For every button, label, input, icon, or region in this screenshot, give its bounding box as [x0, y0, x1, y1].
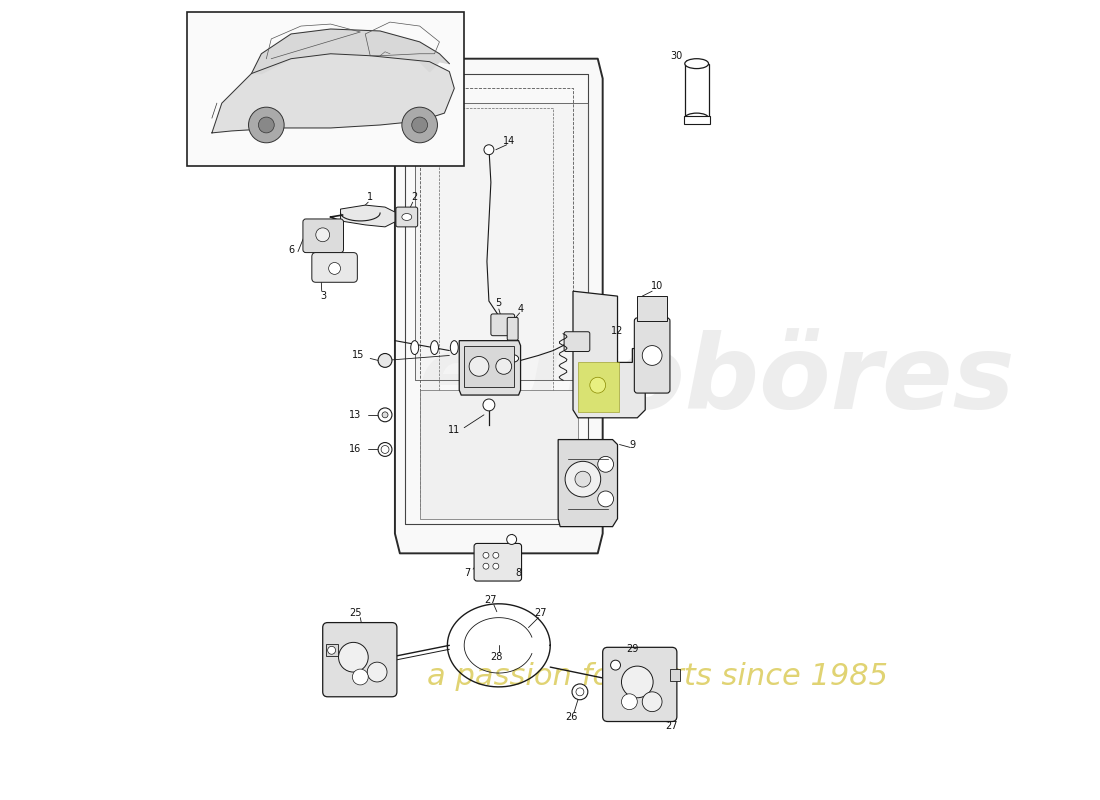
Text: 7: 7 [464, 568, 471, 578]
Circle shape [378, 354, 392, 367]
Circle shape [496, 358, 512, 374]
Text: a passion for parts since 1985: a passion for parts since 1985 [427, 662, 888, 691]
Polygon shape [341, 205, 395, 227]
Ellipse shape [402, 214, 411, 221]
Ellipse shape [685, 113, 708, 123]
Ellipse shape [505, 354, 518, 362]
FancyBboxPatch shape [302, 219, 343, 253]
Polygon shape [395, 58, 603, 554]
FancyBboxPatch shape [603, 647, 676, 722]
Polygon shape [252, 29, 449, 74]
Circle shape [367, 662, 387, 682]
Circle shape [575, 471, 591, 487]
Text: 27: 27 [535, 608, 547, 618]
Circle shape [642, 346, 662, 366]
Circle shape [483, 552, 488, 558]
Circle shape [493, 563, 498, 569]
Bar [326, 644, 338, 656]
Circle shape [381, 446, 389, 454]
Circle shape [382, 412, 388, 418]
Text: 30: 30 [671, 50, 683, 61]
Polygon shape [558, 439, 617, 526]
Circle shape [483, 399, 495, 411]
Circle shape [378, 442, 392, 456]
Text: 8: 8 [516, 568, 521, 578]
Text: 6: 6 [288, 245, 294, 254]
Text: 27: 27 [485, 595, 497, 605]
Ellipse shape [430, 341, 439, 354]
Circle shape [507, 534, 517, 545]
Text: 9: 9 [629, 439, 636, 450]
Circle shape [493, 552, 498, 558]
Polygon shape [573, 291, 646, 418]
Circle shape [572, 684, 587, 700]
Text: 25: 25 [349, 608, 362, 618]
Circle shape [621, 694, 637, 710]
FancyBboxPatch shape [564, 332, 590, 351]
Circle shape [329, 262, 341, 274]
Circle shape [316, 228, 330, 242]
Circle shape [597, 491, 614, 507]
Bar [464, 346, 514, 387]
Bar [578, 362, 619, 412]
Text: 1: 1 [367, 192, 373, 202]
Polygon shape [415, 103, 587, 380]
Text: 27: 27 [666, 722, 679, 731]
Circle shape [469, 357, 488, 376]
Circle shape [597, 456, 614, 472]
Bar [187, 12, 464, 166]
FancyBboxPatch shape [491, 314, 515, 336]
Ellipse shape [410, 341, 419, 354]
Text: 16: 16 [349, 445, 362, 454]
FancyBboxPatch shape [635, 318, 670, 393]
Text: 28: 28 [491, 652, 503, 662]
Circle shape [378, 408, 392, 422]
Circle shape [483, 563, 488, 569]
Circle shape [328, 646, 336, 654]
Circle shape [484, 145, 494, 154]
Bar [670, 669, 680, 681]
Ellipse shape [450, 341, 459, 354]
Text: 12: 12 [612, 326, 624, 336]
Text: 26: 26 [564, 711, 578, 722]
Text: 4: 4 [517, 304, 524, 314]
Circle shape [258, 117, 274, 133]
Bar [637, 296, 667, 321]
Text: euroböres: euroböres [418, 330, 1015, 430]
Text: 10: 10 [651, 282, 663, 291]
Circle shape [352, 669, 368, 685]
Text: 11: 11 [448, 425, 461, 434]
Polygon shape [212, 54, 454, 133]
Text: 2: 2 [411, 192, 418, 202]
Text: 29: 29 [626, 644, 638, 654]
FancyBboxPatch shape [507, 318, 518, 340]
Bar [684, 116, 710, 124]
Circle shape [621, 666, 653, 698]
Bar [420, 390, 578, 518]
Circle shape [402, 107, 438, 142]
Circle shape [642, 692, 662, 712]
Polygon shape [459, 341, 520, 395]
FancyBboxPatch shape [474, 543, 521, 581]
Circle shape [411, 117, 428, 133]
FancyBboxPatch shape [322, 622, 397, 697]
Ellipse shape [685, 58, 708, 69]
Text: 13: 13 [349, 410, 362, 420]
FancyBboxPatch shape [311, 253, 358, 282]
FancyBboxPatch shape [396, 207, 418, 227]
Text: 15: 15 [352, 350, 364, 361]
Circle shape [610, 660, 620, 670]
Text: 14: 14 [503, 136, 515, 146]
Bar [685, 64, 708, 118]
Text: 5: 5 [496, 298, 502, 308]
Circle shape [590, 378, 606, 393]
Circle shape [576, 688, 584, 696]
Text: 3: 3 [320, 291, 327, 301]
Circle shape [249, 107, 284, 142]
Circle shape [565, 462, 601, 497]
Circle shape [339, 642, 369, 672]
